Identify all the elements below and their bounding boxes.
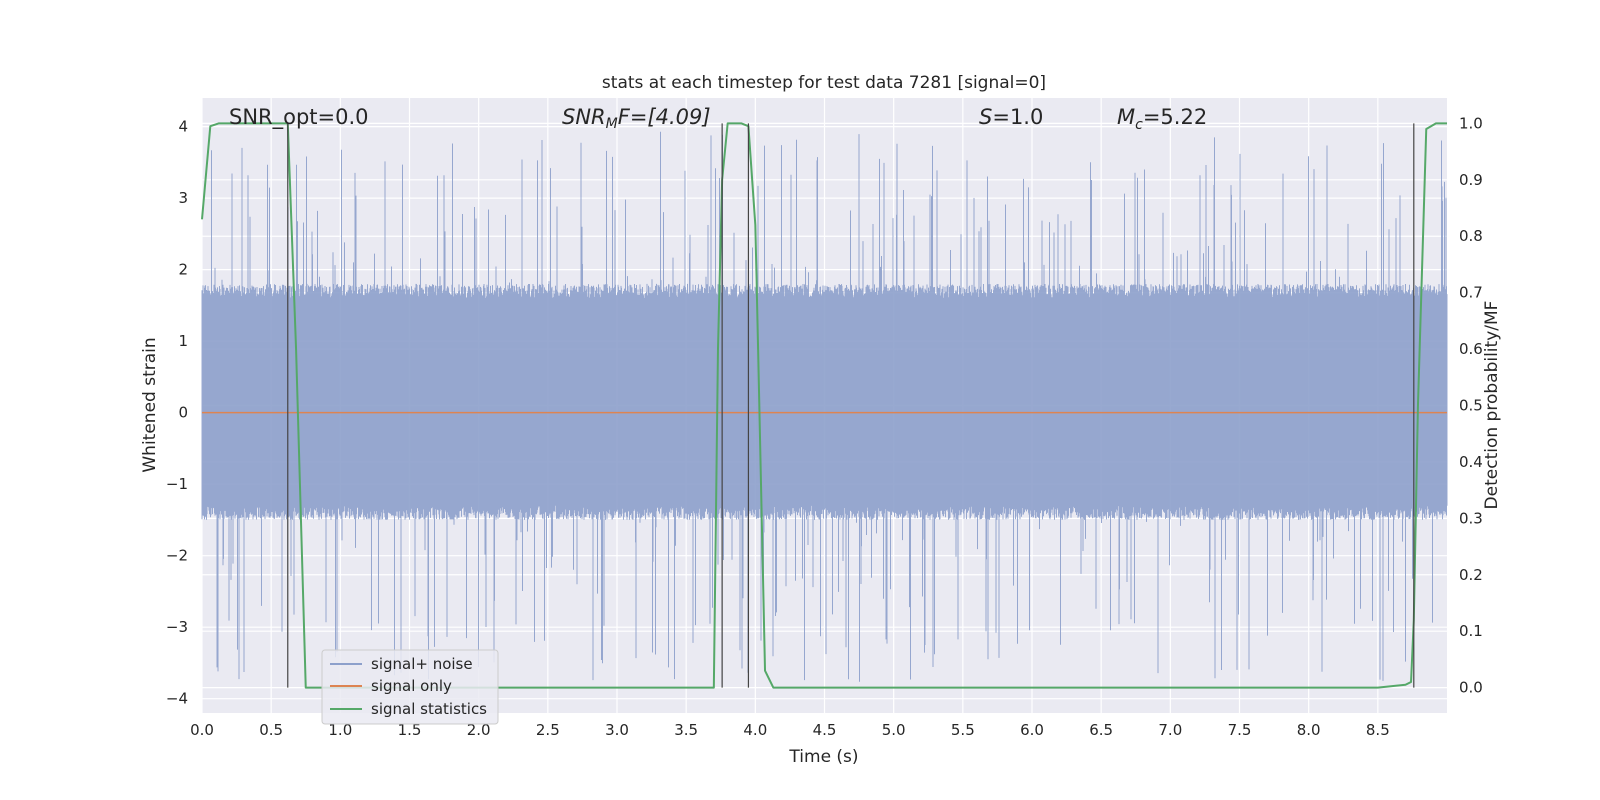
y-tick-label: 3	[178, 189, 188, 207]
snr-opt-annotation: SNR_opt=0.0	[229, 105, 369, 130]
y-right-tick-label: 0.2	[1459, 566, 1483, 584]
y-right-tick-label: 0.6	[1459, 340, 1483, 358]
x-tick-label: 0.0	[190, 721, 214, 739]
x-tick-label: 5.5	[951, 721, 975, 739]
y-right-tick-label: 0.4	[1459, 453, 1483, 471]
y-tick-label: 4	[178, 118, 188, 136]
s-annotation: S=1.0	[979, 105, 1043, 129]
x-tick-label: 8.5	[1366, 721, 1390, 739]
x-axis-title: Time (s)	[788, 747, 858, 767]
x-tick-label: 5.0	[882, 721, 906, 739]
x-tick-label: 0.5	[259, 721, 283, 739]
snr-mf-annotation: SNRMF=[4.09]	[562, 105, 711, 132]
x-tick-label: 2.0	[467, 721, 491, 739]
y-right-tick-label: 0.3	[1459, 509, 1483, 527]
y-tick-label: 1	[178, 332, 188, 350]
x-tick-label: 2.5	[536, 721, 560, 739]
y-tick-label: −1	[166, 475, 188, 493]
x-tick-label: 6.5	[1089, 721, 1113, 739]
chart-title: stats at each timestep for test data 728…	[602, 73, 1046, 93]
x-tick-label: 1.0	[328, 721, 352, 739]
x-tick-label: 4.0	[743, 721, 767, 739]
mc-annotation: Mc=5.22	[1117, 105, 1207, 133]
x-tick-label: 3.0	[605, 721, 629, 739]
legend-label-stats: signal statistics	[371, 700, 487, 718]
y-right-tick-label: 0.5	[1459, 397, 1483, 415]
legend-label-noise: signal+ noise	[371, 655, 473, 673]
x-tick-label: 3.5	[674, 721, 698, 739]
x-tick-label: 4.5	[813, 721, 837, 739]
y-right-tick-label: 0.1	[1459, 622, 1483, 640]
y-right-tick-label: 0.0	[1459, 679, 1483, 697]
legend: signal+ noise signal only signal statist…	[321, 649, 499, 725]
x-tick-label: 7.0	[1158, 721, 1182, 739]
y-right-tick-label: 0.8	[1459, 227, 1483, 245]
x-tick-label: 8.0	[1297, 721, 1321, 739]
y-right-tick-label: 0.7	[1459, 284, 1483, 302]
x-tick-label: 7.5	[1228, 721, 1252, 739]
y-axis-title: Whitened strain	[140, 337, 160, 472]
x-tick-label: 6.0	[1020, 721, 1044, 739]
y-tick-label: −2	[166, 547, 188, 565]
series-signal-noise	[201, 131, 1448, 684]
legend-label-signal: signal only	[371, 677, 452, 695]
y-tick-label: 2	[178, 261, 188, 279]
x-tick-label: 1.5	[398, 721, 422, 739]
y-right-tick-label: 0.9	[1459, 171, 1483, 189]
y-right-tick-label: 1.0	[1459, 114, 1483, 132]
y-tick-label: 0	[178, 404, 188, 422]
y-tick-label: −3	[166, 618, 188, 636]
legend-box	[321, 649, 499, 725]
y-tick-label: −4	[166, 690, 188, 708]
y-right-axis-title: Detection probability/MF	[1482, 301, 1502, 510]
